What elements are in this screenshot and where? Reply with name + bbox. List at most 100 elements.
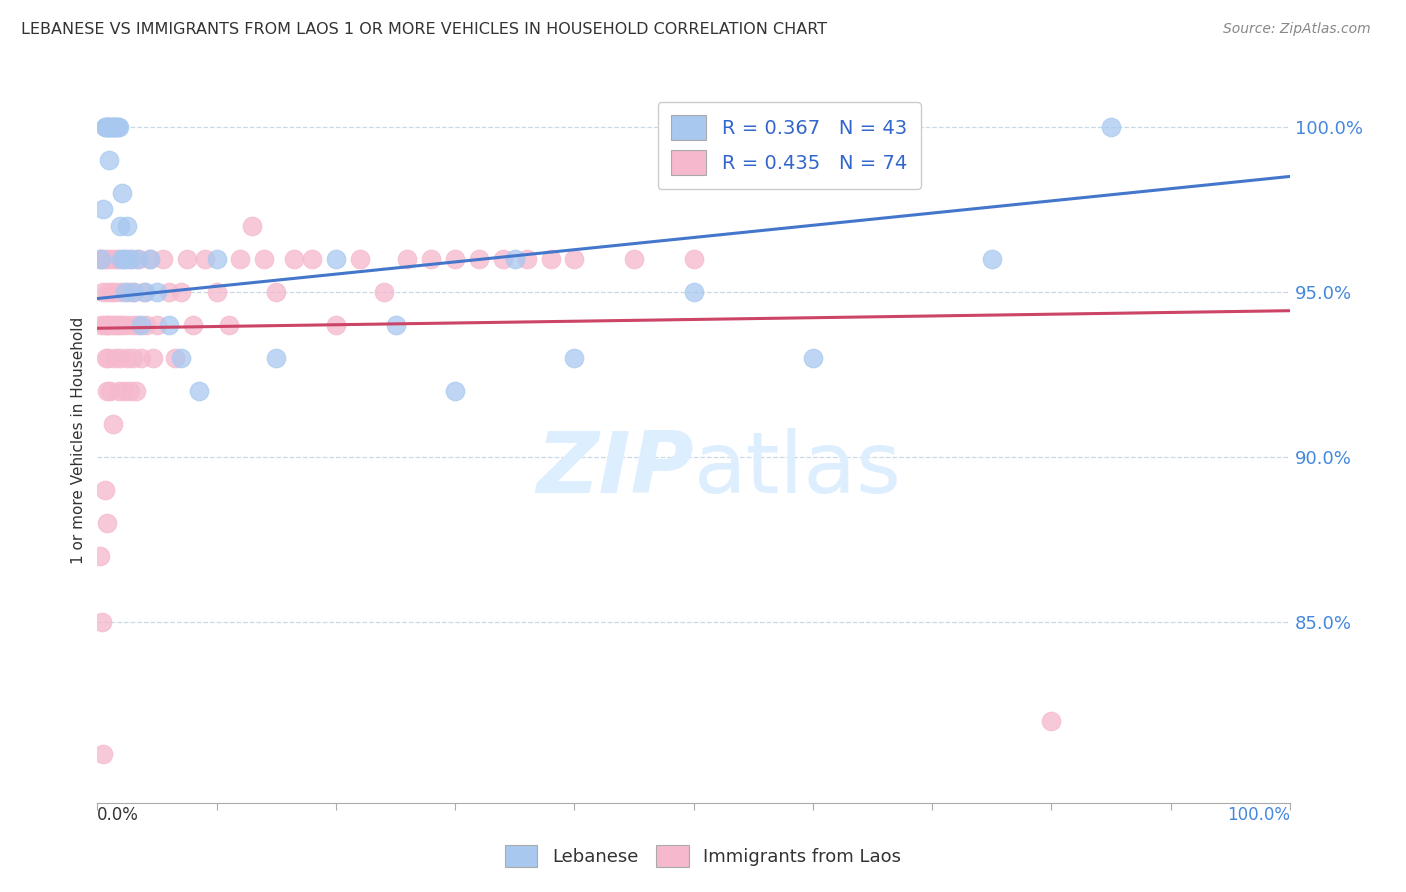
Point	[103, 252, 125, 266]
Point	[157, 318, 180, 332]
Point	[801, 351, 824, 365]
Legend: Lebanese, Immigrants from Laos: Lebanese, Immigrants from Laos	[498, 838, 908, 874]
Point	[93, 120, 115, 134]
Point	[325, 252, 347, 266]
Point	[96, 120, 118, 134]
Text: ZIP: ZIP	[536, 428, 693, 511]
Point	[194, 252, 217, 266]
Point	[108, 351, 131, 365]
Point	[420, 252, 443, 266]
Point	[100, 120, 122, 134]
Point	[93, 483, 115, 497]
Point	[111, 318, 134, 332]
Point	[682, 285, 704, 299]
Point	[128, 252, 150, 266]
Point	[104, 285, 127, 299]
Point	[181, 318, 204, 332]
Point	[492, 252, 515, 266]
Point	[384, 318, 406, 332]
Point	[110, 252, 132, 266]
Point	[117, 285, 139, 299]
Point	[1040, 714, 1063, 728]
Point	[623, 252, 645, 266]
Point	[135, 318, 157, 332]
Point	[89, 549, 111, 563]
Point	[108, 120, 131, 134]
Point	[503, 252, 526, 266]
Point	[205, 285, 228, 299]
Point	[105, 120, 128, 134]
Point	[187, 384, 209, 398]
Point	[264, 351, 287, 365]
Point	[115, 219, 138, 233]
Y-axis label: 1 or more Vehicles in Household: 1 or more Vehicles in Household	[72, 317, 86, 564]
Point	[301, 252, 323, 266]
Point	[93, 318, 115, 332]
Text: atlas: atlas	[693, 428, 901, 511]
Text: LEBANESE VS IMMIGRANTS FROM LAOS 1 OR MORE VEHICLES IN HOUSEHOLD CORRELATION CHA: LEBANESE VS IMMIGRANTS FROM LAOS 1 OR MO…	[21, 22, 827, 37]
Point	[97, 351, 120, 365]
Point	[170, 351, 193, 365]
Point	[97, 285, 120, 299]
Point	[146, 318, 169, 332]
Point	[114, 252, 136, 266]
Point	[170, 285, 193, 299]
Point	[124, 285, 146, 299]
Point	[1099, 120, 1122, 134]
Point	[134, 285, 156, 299]
Text: 0.0%: 0.0%	[97, 805, 139, 823]
Point	[104, 351, 127, 365]
Point	[283, 252, 305, 266]
Point	[101, 120, 124, 134]
Point	[100, 120, 122, 134]
Point	[564, 252, 586, 266]
Text: 100.0%: 100.0%	[1227, 805, 1291, 823]
Point	[91, 202, 114, 217]
Point	[142, 351, 165, 365]
Point	[115, 318, 138, 332]
Point	[101, 417, 124, 431]
Point	[516, 252, 538, 266]
Point	[96, 318, 118, 332]
Point	[121, 318, 143, 332]
Point	[98, 318, 121, 332]
Point	[253, 252, 276, 266]
Point	[91, 615, 114, 629]
Point	[125, 252, 148, 266]
Point	[131, 351, 153, 365]
Point	[112, 384, 135, 398]
Point	[110, 285, 132, 299]
Point	[100, 384, 122, 398]
Point	[94, 351, 117, 365]
Point	[115, 351, 138, 365]
Point	[396, 252, 419, 266]
Point	[122, 285, 145, 299]
Point	[152, 252, 174, 266]
Point	[125, 318, 148, 332]
Point	[107, 252, 129, 266]
Point	[146, 285, 169, 299]
Point	[91, 747, 114, 761]
Point	[139, 252, 162, 266]
Point	[98, 252, 121, 266]
Point	[139, 252, 162, 266]
Point	[564, 351, 586, 365]
Point	[540, 252, 562, 266]
Point	[114, 285, 136, 299]
Point	[118, 252, 141, 266]
Point	[980, 252, 1002, 266]
Point	[131, 318, 153, 332]
Point	[90, 318, 112, 332]
Point	[108, 384, 131, 398]
Point	[264, 285, 287, 299]
Point	[205, 252, 228, 266]
Legend: R = 0.367   N = 43, R = 0.435   N = 74: R = 0.367 N = 43, R = 0.435 N = 74	[658, 102, 921, 188]
Point	[105, 318, 128, 332]
Point	[229, 252, 252, 266]
Point	[132, 285, 155, 299]
Point	[101, 318, 124, 332]
Point	[120, 252, 142, 266]
Point	[242, 219, 264, 233]
Point	[97, 120, 120, 134]
Point	[108, 318, 131, 332]
